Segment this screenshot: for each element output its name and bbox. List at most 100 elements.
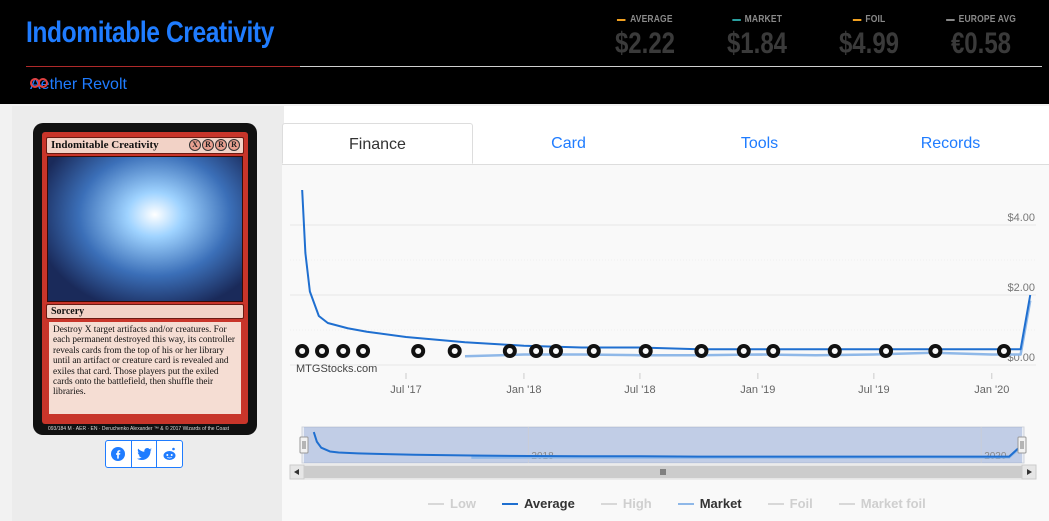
- facebook-share-button[interactable]: [106, 441, 132, 467]
- chart-watermark: MTGStocks.com: [296, 363, 377, 375]
- card-collector-info: 093/184 M · AER · EN · Deruchenko Alexan…: [48, 426, 153, 432]
- header: Indomitable Creativity Aether Revolt AVE…: [0, 0, 1049, 104]
- set-release-icon-center: [1000, 348, 1007, 354]
- price-value: $4.99: [838, 27, 900, 60]
- mana-symbol-x: X: [189, 139, 201, 151]
- set-release-icon-center: [415, 348, 422, 354]
- card-rules-text: Destroy X target artifacts and/or creatu…: [49, 322, 241, 414]
- x-tick-label: Jul '19: [858, 384, 889, 396]
- price-value: $2.22: [614, 27, 676, 60]
- price-label: MARKET: [709, 14, 804, 25]
- set-release-icon-center: [299, 348, 306, 354]
- mana-symbol-red: R: [202, 139, 214, 151]
- set-release-icon-center: [698, 348, 705, 354]
- card-name-bar: Indomitable Creativity X R R R: [46, 137, 244, 154]
- price-label: AVERAGE: [597, 14, 692, 25]
- chart-legend: Low Average High Market Foil Market foil: [428, 496, 926, 511]
- series-line-market: [464, 300, 1032, 358]
- legend-label: Foil: [789, 496, 813, 511]
- legend-swatch: [767, 502, 784, 505]
- set-release-icon-center: [590, 348, 597, 354]
- card-name: Indomitable Creativity: [51, 139, 159, 151]
- x-tick-label: Jan '20: [974, 384, 1009, 396]
- legend-label: Low: [450, 496, 476, 511]
- set-link[interactable]: Aether Revolt: [30, 76, 127, 94]
- x-tick-label: Jul '18: [624, 384, 655, 396]
- reddit-share-button[interactable]: [157, 441, 182, 467]
- legend-item-foil[interactable]: Foil: [767, 496, 813, 511]
- reddit-icon: [163, 447, 176, 460]
- legend-item-market[interactable]: Market: [677, 496, 742, 511]
- y-tick-label: $2.00: [1007, 282, 1035, 294]
- x-tick-label: Jan '19: [740, 384, 775, 396]
- set-release-icon-center: [360, 348, 367, 354]
- tab-records[interactable]: Records: [920, 135, 981, 152]
- set-release-icon-center: [319, 348, 326, 354]
- price-summary: AVERAGE $2.22 MARKET $1.84 FOIL $4.99 EUROPE A…: [589, 14, 1037, 61]
- tab-card[interactable]: Card: [551, 135, 586, 152]
- share-buttons: [105, 440, 183, 468]
- title-divider: [26, 66, 300, 67]
- legend-label: High: [622, 496, 652, 511]
- legend-item-market-foil[interactable]: Market foil: [838, 496, 926, 511]
- card-artwork: [47, 156, 243, 302]
- set-release-icon-center: [770, 348, 777, 354]
- price-chart[interactable]: $0.00 $2.00 $4.00 Jul '17 Jan '18 Jul '18 Jan …: [282, 165, 1049, 521]
- set-release-icon-center: [883, 348, 890, 354]
- legend-item-high[interactable]: High: [600, 496, 652, 511]
- price-label: FOIL: [821, 14, 916, 25]
- set-release-icon-center: [533, 348, 540, 354]
- scroll-right-arrow-icon: [1027, 469, 1032, 475]
- price-market: MARKET $1.84: [701, 14, 813, 61]
- set-release-icon-center: [831, 348, 838, 354]
- title-divider-right: [300, 66, 1042, 67]
- set-release-icon-center: [451, 348, 458, 354]
- legend-swatch: [600, 502, 617, 505]
- card-footer: 093/184 M · AER · EN · Deruchenko Alexan…: [48, 426, 229, 432]
- facebook-icon: [111, 447, 126, 461]
- x-tick-label: Jul '17: [390, 384, 421, 396]
- set-release-icon-center: [506, 348, 513, 354]
- aether-revolt-set-icon: [30, 78, 48, 88]
- price-value: €0.58: [950, 27, 1012, 60]
- navigator-handle-right[interactable]: [1017, 436, 1027, 454]
- navigator-handle-left[interactable]: [299, 436, 309, 454]
- legend-swatch: [502, 502, 518, 505]
- mana-cost: X R R R: [189, 139, 240, 151]
- card-type-line: Sorcery: [46, 304, 244, 319]
- legend-label: Market: [699, 496, 742, 511]
- legend-item-average[interactable]: Average: [502, 496, 575, 511]
- x-tick-label: Jan '18: [506, 384, 541, 396]
- price-europe-avg: EUROPE AVG €0.58: [925, 14, 1037, 61]
- price-swatch: [731, 18, 741, 21]
- legend-swatch: [677, 502, 694, 505]
- set-release-icon-center: [552, 348, 559, 354]
- navigator-line-average: [312, 431, 1020, 458]
- price-label: EUROPE AVG: [933, 14, 1028, 25]
- tab-finance[interactable]: Finance: [282, 123, 473, 164]
- price-swatch: [945, 18, 955, 21]
- set-release-icon-center: [642, 348, 649, 354]
- price-average: AVERAGE $2.22: [589, 14, 701, 61]
- price-foil: FOIL $4.99: [813, 14, 925, 61]
- tab-bar: Finance Card Tools Records: [282, 123, 1049, 165]
- set-release-icon-center: [340, 348, 347, 354]
- price-label-text: AVERAGE: [630, 14, 673, 25]
- legend-label: Market foil: [860, 496, 926, 511]
- twitter-icon: [136, 447, 152, 460]
- price-label-text: FOIL: [865, 14, 886, 25]
- legend-item-low[interactable]: Low: [428, 496, 476, 511]
- twitter-share-button[interactable]: [132, 441, 158, 467]
- price-swatch: [852, 18, 862, 21]
- tab-tools[interactable]: Tools: [740, 135, 779, 152]
- y-tick-label: $4.00: [1007, 212, 1035, 224]
- card-copyright: ™ & © 2017 Wizards of the Coast: [153, 426, 229, 432]
- mana-symbol-red: R: [228, 139, 240, 151]
- price-label-text: MARKET: [744, 14, 783, 25]
- price-label-text: EUROPE AVG: [958, 14, 1017, 25]
- card-frame: Indomitable Creativity X R R R Sorcery D…: [42, 132, 248, 432]
- legend-swatch: [838, 502, 855, 505]
- set-release-icon-center: [932, 348, 939, 354]
- set-release-icon-center: [740, 348, 747, 354]
